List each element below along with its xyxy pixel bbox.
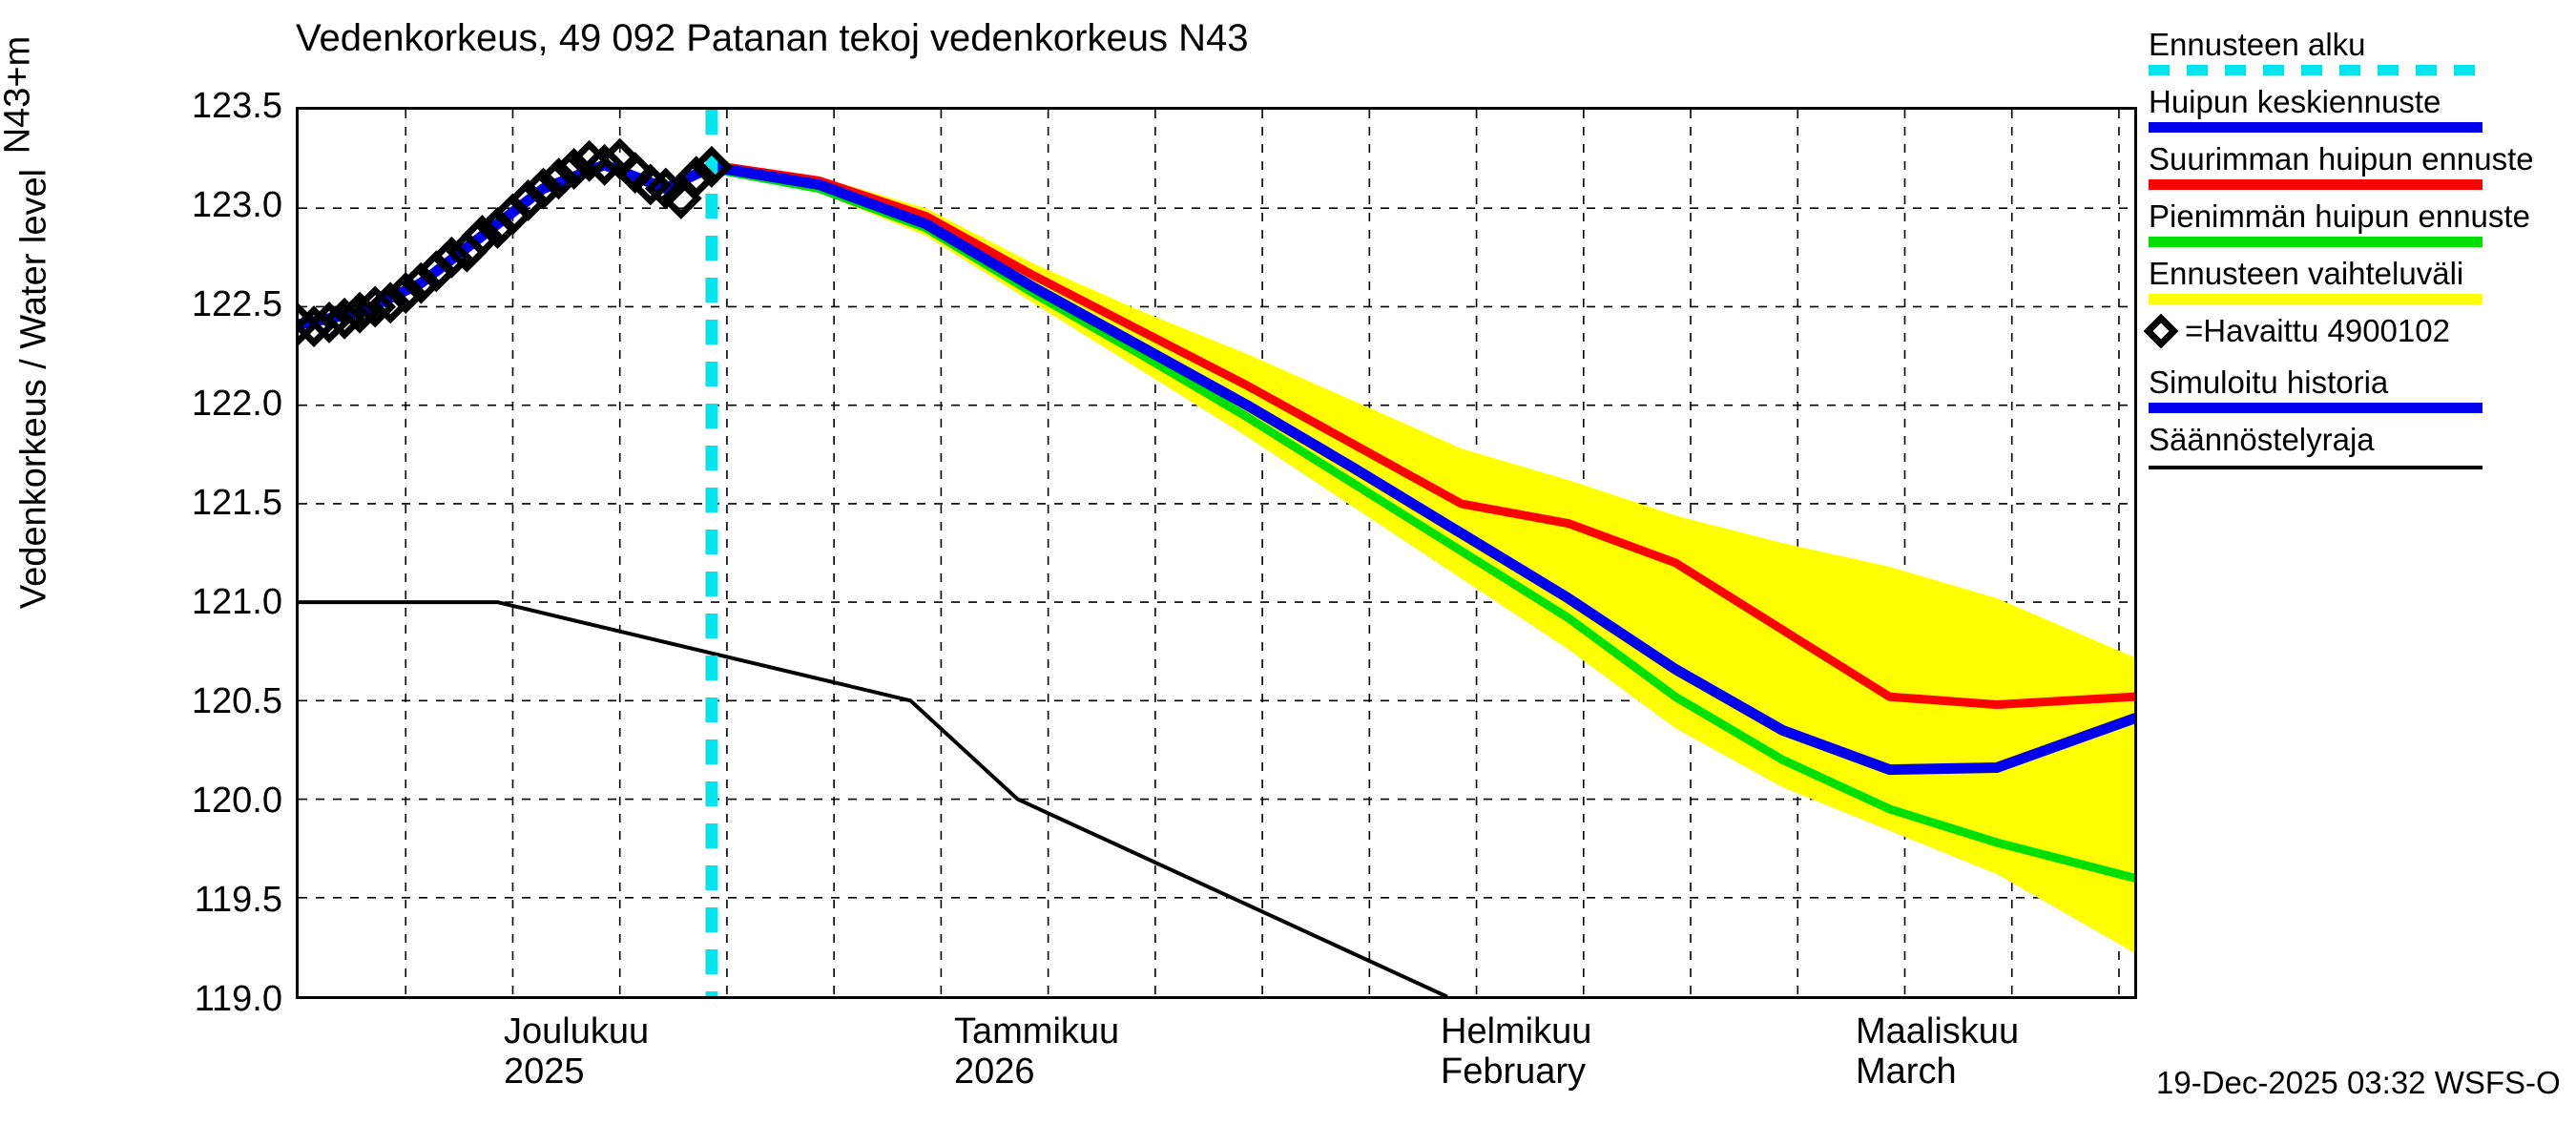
legend-label-range-band: Ennusteen vaihteluväli (2149, 256, 2464, 291)
x-label-january: Tammikuu 2026 (954, 1011, 1119, 1092)
y-tick-120-0: 120.0 (191, 781, 282, 821)
x-label-january-fi: Tammikuu (954, 1011, 1120, 1051)
x-label-december-sub: 2025 (504, 1051, 585, 1092)
legend-item-mean-peak[interactable]: Huipun keskiennuste (2149, 84, 2559, 133)
chart-svg (299, 110, 2134, 996)
y-tick-123-0: 123.0 (191, 185, 282, 225)
grid-lines (299, 110, 2134, 996)
legend-item-observed[interactable]: =Havaittu 4900102 (2143, 313, 2559, 349)
legend-swatch-simulated-history-icon (2149, 403, 2483, 413)
observed-markers (299, 137, 733, 348)
x-label-february: Helmikuu February (1441, 1011, 1591, 1092)
diamond-marker-icon (2143, 313, 2179, 349)
x-label-march-fi: Maaliskuu (1856, 1011, 2020, 1051)
legend-item-simulated-history[interactable]: Simuloitu historia (2149, 364, 2559, 413)
mean-peak-forecast-line (706, 161, 2134, 776)
x-label-december-fi: Joulukuu (504, 1011, 650, 1051)
legend-swatch-regulation-limit-icon (2149, 466, 2483, 469)
x-label-january-sub: 2026 (954, 1051, 1035, 1092)
x-label-february-sub: February (1441, 1051, 1587, 1092)
y-tick-123-5: 123.5 (191, 86, 282, 126)
legend-swatch-range-band-icon (2149, 294, 2483, 304)
legend-item-range-band[interactable]: Ennusteen vaihteluväli (2149, 256, 2559, 304)
legend-item-max-peak[interactable]: Suurimman huipun ennuste (2149, 141, 2559, 190)
timestamp: 19-Dec-2025 03:32 WSFS-O (2156, 1065, 2561, 1100)
legend-label-max-peak: Suurimman huipun ennuste (2149, 141, 2534, 177)
legend-label-mean-peak: Huipun keskiennuste (2149, 84, 2441, 119)
x-label-december: Joulukuu 2025 (504, 1011, 649, 1092)
x-label-february-fi: Helmikuu (1441, 1011, 1592, 1051)
regulation-limit-line (299, 600, 1448, 996)
legend-label-forecast-start: Ennusteen alku (2149, 27, 2366, 62)
legend-swatch-max-peak-icon (2149, 179, 2483, 190)
legend-swatch-mean-peak-icon (2149, 122, 2483, 133)
legend-item-forecast-start[interactable]: Ennusteen alku (2149, 27, 2559, 75)
y-tick-122-5: 122.5 (191, 284, 282, 324)
y-axis-unit-label: N43+m (0, 35, 38, 155)
y-tick-119-0: 119.0 (194, 979, 282, 1019)
forecast-range-band (711, 162, 2134, 953)
max-peak-forecast-line (707, 160, 2134, 709)
y-tick-121-5: 121.5 (191, 483, 282, 523)
legend-item-regulation-limit[interactable]: Säännöstelyraja (2149, 422, 2559, 469)
legend-label-simulated-history: Simuloitu historia (2149, 364, 2389, 400)
plot-canvas (299, 110, 2134, 996)
plot-area (296, 107, 2137, 999)
y-tick-120-5: 120.5 (191, 681, 282, 721)
legend-label-observed: =Havaittu 4900102 (2185, 313, 2450, 348)
legend-item-min-peak[interactable]: Pienimmän huipun ennuste (2149, 198, 2559, 247)
x-label-march: Maaliskuu March (1856, 1011, 2019, 1092)
legend-label-min-peak: Pienimmän huipun ennuste (2149, 198, 2530, 234)
page-title: Vedenkorkeus, 49 092 Patanan tekoj veden… (296, 17, 1249, 59)
y-tick-122-0: 122.0 (191, 384, 282, 424)
legend-swatch-forecast-start-icon (2149, 65, 2483, 75)
y-tick-119-5: 119.5 (194, 880, 282, 920)
legend-label-regulation-limit: Säännöstelyraja (2149, 422, 2375, 457)
x-label-march-sub: March (1856, 1051, 1957, 1092)
legend-swatch-min-peak-icon (2149, 237, 2483, 247)
chart-legend: Ennusteen alku Huipun keskiennuste Suuri… (2143, 27, 2559, 478)
y-tick-121-0: 121.0 (191, 582, 282, 622)
